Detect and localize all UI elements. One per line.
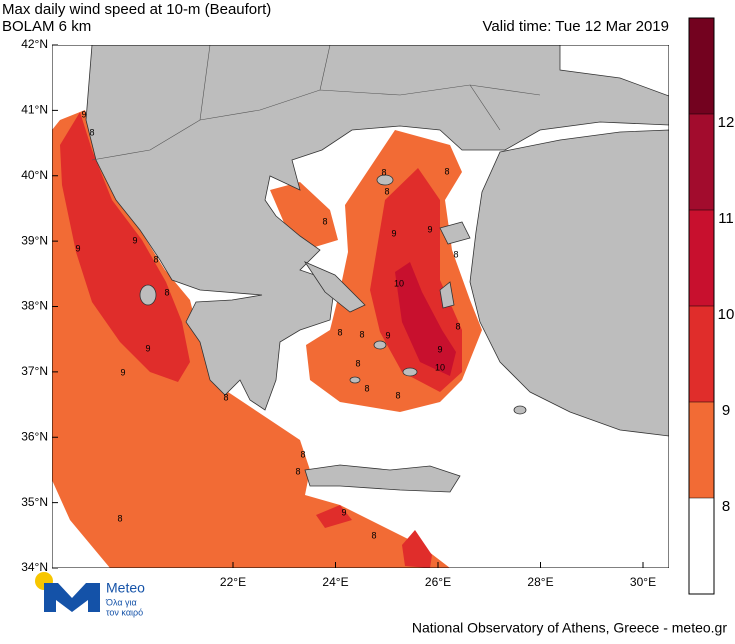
island: [402, 367, 418, 377]
lat-label: 34°N: [21, 560, 48, 574]
wind-area-9: [316, 505, 432, 568]
crete: [304, 464, 461, 493]
colorbar: 8 9 10 11 12: [688, 17, 735, 595]
lon-label: 24°E: [322, 575, 348, 589]
lon-label: 22°E: [220, 575, 246, 589]
contour-label: 8: [381, 167, 386, 177]
contour-label: 8: [359, 329, 364, 339]
colorbar-label: 8: [722, 498, 730, 515]
contour-label: 8: [223, 392, 228, 402]
contour-label: 9: [132, 235, 137, 245]
contour-label: 9: [437, 344, 442, 354]
logo-tagline: τον καιρό: [106, 607, 143, 617]
contour-label: 8: [455, 321, 460, 331]
contour-label: 9: [341, 507, 346, 517]
chios: [439, 281, 455, 309]
wind-area-9: [60, 112, 190, 382]
contour-label: 8: [364, 383, 369, 393]
contour-label: 10: [435, 362, 445, 372]
lat-label: 40°N: [21, 168, 48, 182]
colorbar-segment: [689, 402, 714, 498]
island: [373, 340, 387, 350]
contour-label: 9: [145, 343, 150, 353]
lat-label: 42°N: [21, 37, 48, 51]
island: [139, 284, 157, 306]
island: [349, 376, 361, 384]
lesvos: [439, 221, 471, 245]
contour-label: 8: [322, 216, 327, 226]
lat-label: 41°N: [21, 103, 48, 117]
lon-label: 26°E: [425, 575, 451, 589]
contour-label: 10: [394, 278, 404, 288]
lat-label: 36°N: [21, 429, 48, 443]
contour-label: 8: [371, 530, 376, 540]
contour-label: 8: [89, 127, 94, 137]
contour-label: 8: [337, 327, 342, 337]
lon-label: 28°E: [527, 575, 553, 589]
island: [376, 174, 394, 186]
contour-label: 9: [120, 367, 125, 377]
wind-area-8: [52, 110, 450, 568]
contour-label: 9: [81, 109, 86, 119]
logo-mark: [44, 583, 100, 612]
lon-label: 30°E: [630, 575, 656, 589]
contour-label: 9: [385, 330, 390, 340]
lat-label: 39°N: [21, 233, 48, 247]
lat-label: 35°N: [21, 495, 48, 509]
contour-label: 8: [355, 358, 360, 368]
contour-label: 9: [427, 224, 432, 234]
contour-label: 8: [395, 390, 400, 400]
lat-label: 37°N: [21, 364, 48, 378]
colorbar-segment: [689, 210, 714, 306]
turkey: [469, 129, 669, 437]
contour-label: 8: [295, 466, 300, 476]
country-border: [91, 45, 541, 161]
contour-label: 8: [153, 254, 158, 264]
colorbar-segment: [689, 498, 714, 594]
logo-tagline: Όλα για: [105, 597, 137, 607]
euboea: [303, 261, 366, 313]
valid-time: Valid time: Tue 12 Mar 2019: [483, 18, 670, 35]
footer-credit: National Observatory of Athens, Greece -…: [412, 620, 727, 636]
title: Max daily wind speed at 10-m (Beaufort): [2, 1, 271, 18]
logo: Meteo Όλα για τον καιρό: [35, 572, 145, 617]
island: [513, 405, 527, 415]
colorbar-label: 12: [718, 114, 735, 131]
colorbar-segment: [689, 306, 714, 402]
colorbar-label: 11: [718, 210, 734, 227]
colorbar-segment: [689, 114, 714, 210]
contour-label: 8: [384, 186, 389, 196]
wind-area-8: [270, 182, 338, 250]
colorbar-segment: [689, 18, 714, 114]
contour-label: 8: [117, 513, 122, 523]
colorbar-label: 10: [718, 306, 735, 323]
colorbar-label: 9: [722, 402, 730, 419]
contour-label: 9: [391, 228, 396, 238]
lat-label: 38°N: [21, 299, 48, 313]
contour-label: 9: [75, 243, 80, 253]
contour-label: 8: [300, 449, 305, 459]
logo-name: Meteo: [106, 580, 145, 596]
contour-label: 8: [164, 287, 169, 297]
wind-area-10: [395, 262, 456, 376]
subtitle: BOLAM 6 km: [2, 18, 91, 35]
contour-label: 8: [444, 166, 449, 176]
contour-label: 8: [453, 249, 458, 259]
